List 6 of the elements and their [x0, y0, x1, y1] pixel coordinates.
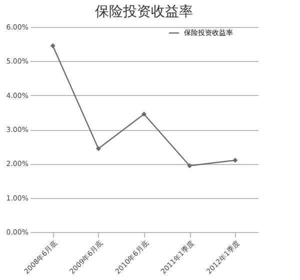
point — [232, 158, 238, 163]
point — [50, 43, 56, 48]
point — [96, 146, 101, 152]
point — [187, 163, 192, 168]
point — [142, 112, 146, 117]
chart-title: 保险投资收益率 — [95, 4, 193, 20]
